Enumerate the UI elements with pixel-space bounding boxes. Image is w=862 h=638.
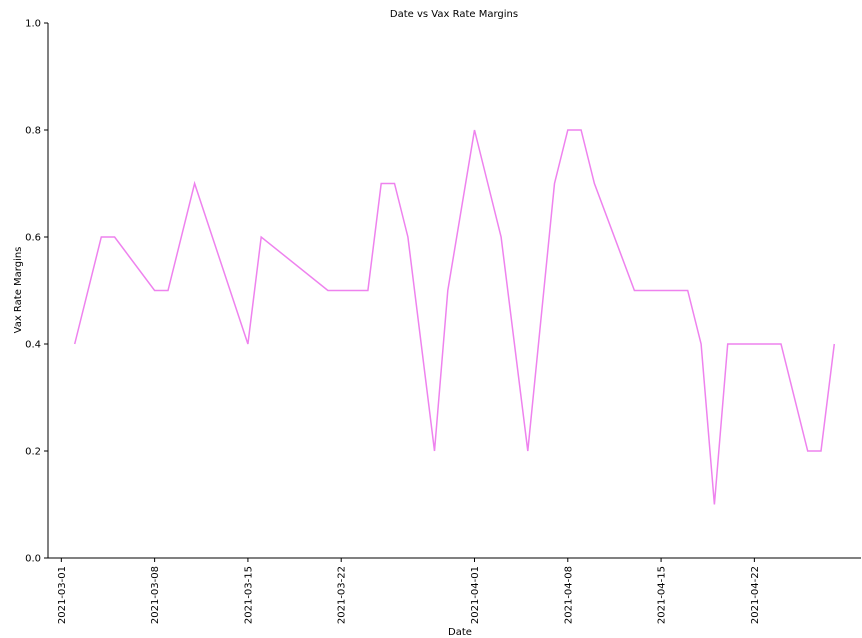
- x-tick-label: 2021-03-08: [150, 566, 161, 624]
- x-tick-label: 2021-03-22: [337, 566, 348, 624]
- chart-title: Date vs Vax Rate Margins: [390, 9, 518, 20]
- x-tick-label: 2021-04-15: [657, 566, 668, 624]
- y-tick-label: 0.6: [25, 233, 41, 244]
- x-tick-label: 2021-03-01: [57, 566, 68, 624]
- plot-area: 0.00.20.40.60.81.0 2021-03-01 2021-03-08 2…: [25, 19, 861, 624]
- y-tick-label: 1.0: [25, 19, 41, 30]
- y-tick-label: 0.8: [25, 126, 41, 137]
- x-tick-label: 2021-04-01: [470, 566, 481, 624]
- x-tick-label: 2021-04-08: [563, 566, 574, 624]
- series-line: [73, 129, 836, 505]
- x-axis-label: Date: [448, 627, 472, 638]
- x-axis-ticks: 2021-03-01 2021-03-08 2021-03-15 2021-03-22…: [57, 558, 761, 624]
- y-tick-label: 0.2: [25, 447, 41, 458]
- y-axis-label: Vax Rate Margins: [13, 247, 24, 334]
- y-tick-label: 0.0: [25, 554, 41, 565]
- x-tick-label: 2021-03-15: [243, 566, 254, 624]
- y-axis-ticks: 0.0 0.2 0.4 0.6 0.8 1.0: [25, 19, 48, 565]
- x-tick-label: 2021-04-22: [750, 566, 761, 624]
- y-tick-label: 0.4: [25, 340, 41, 351]
